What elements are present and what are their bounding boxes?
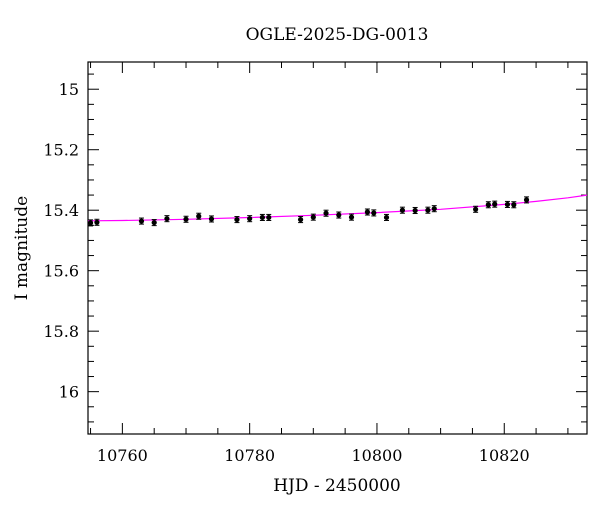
data-point: [431, 205, 437, 213]
data-point-marker: [511, 202, 517, 208]
data-point: [336, 211, 342, 219]
data-point: [259, 213, 265, 221]
data-point-marker: [266, 214, 272, 221]
y-tick-label: 16: [59, 383, 79, 402]
data-point-marker: [247, 216, 253, 222]
data-point-marker: [492, 201, 498, 207]
data-point: [87, 219, 94, 227]
data-point: [208, 215, 215, 223]
data-point: [138, 217, 145, 225]
data-point-marker: [383, 214, 390, 221]
x-tick-label: 10820: [479, 446, 530, 465]
data-point-marker: [297, 216, 304, 223]
data-point-marker: [371, 210, 377, 216]
data-point: [348, 213, 355, 221]
data-points-group: [87, 196, 530, 227]
data-point: [310, 213, 316, 221]
data-point: [412, 206, 418, 215]
plot-frame: [87, 61, 588, 435]
data-point-marker: [164, 216, 170, 222]
data-point-marker: [323, 210, 329, 216]
data-point: [473, 205, 479, 213]
data-point-marker: [364, 209, 371, 215]
data-point: [164, 215, 170, 223]
data-point: [247, 215, 253, 223]
data-point: [371, 209, 377, 217]
data-point: [511, 201, 517, 209]
data-point-marker: [399, 207, 406, 213]
y-tick-label: 15.8: [43, 322, 79, 341]
data-point-marker: [208, 216, 215, 222]
data-point: [323, 209, 329, 217]
data-point: [196, 212, 202, 220]
data-point-marker: [348, 214, 355, 220]
y-tick-label: 15.2: [43, 141, 79, 160]
data-point-marker: [94, 219, 100, 225]
data-point-marker: [183, 216, 189, 222]
data-point-marker: [87, 220, 94, 226]
y-tick-label: 15: [59, 80, 79, 99]
y-axis-label: I magnitude: [12, 196, 32, 300]
data-point: [425, 206, 431, 214]
data-point: [399, 206, 406, 214]
data-point: [485, 201, 491, 209]
data-point: [234, 216, 240, 224]
data-point-marker: [234, 216, 240, 223]
data-point-marker: [412, 207, 418, 214]
data-point-marker: [259, 214, 265, 221]
data-point-marker: [138, 218, 145, 224]
x-tick-label: 10780: [224, 446, 275, 465]
data-point-marker: [425, 207, 431, 213]
data-point: [492, 200, 498, 208]
data-point: [94, 218, 100, 226]
data-point-marker: [504, 201, 511, 208]
data-point-marker: [336, 212, 342, 218]
data-point: [504, 200, 511, 208]
data-point-marker: [485, 202, 491, 208]
data-point: [364, 208, 371, 216]
data-point: [183, 215, 189, 223]
data-point-marker: [151, 219, 157, 226]
data-point-marker: [196, 213, 202, 219]
data-point: [297, 216, 304, 224]
data-point-marker: [431, 206, 437, 212]
data-point-marker: [523, 197, 530, 203]
y-tick-labels: 15 15.2 15.4 15.6 15.8 16: [43, 80, 79, 401]
data-point: [151, 219, 157, 227]
x-tick-labels: 10760 10780 10800 10820: [97, 446, 530, 465]
y-tick-label: 15.4: [43, 201, 79, 220]
data-point: [523, 196, 530, 204]
chart-title: OGLE-2025-DG-0013: [246, 25, 429, 45]
y-tick-label: 15.6: [43, 262, 79, 281]
data-point-marker: [310, 214, 316, 220]
x-axis-label: HJD - 2450000: [273, 476, 401, 496]
data-point: [383, 213, 390, 221]
data-point: [266, 213, 272, 221]
data-point-marker: [473, 206, 479, 212]
axis-ticks: [88, 62, 587, 434]
x-tick-label: 10800: [352, 446, 403, 465]
x-tick-label: 10760: [97, 446, 148, 465]
